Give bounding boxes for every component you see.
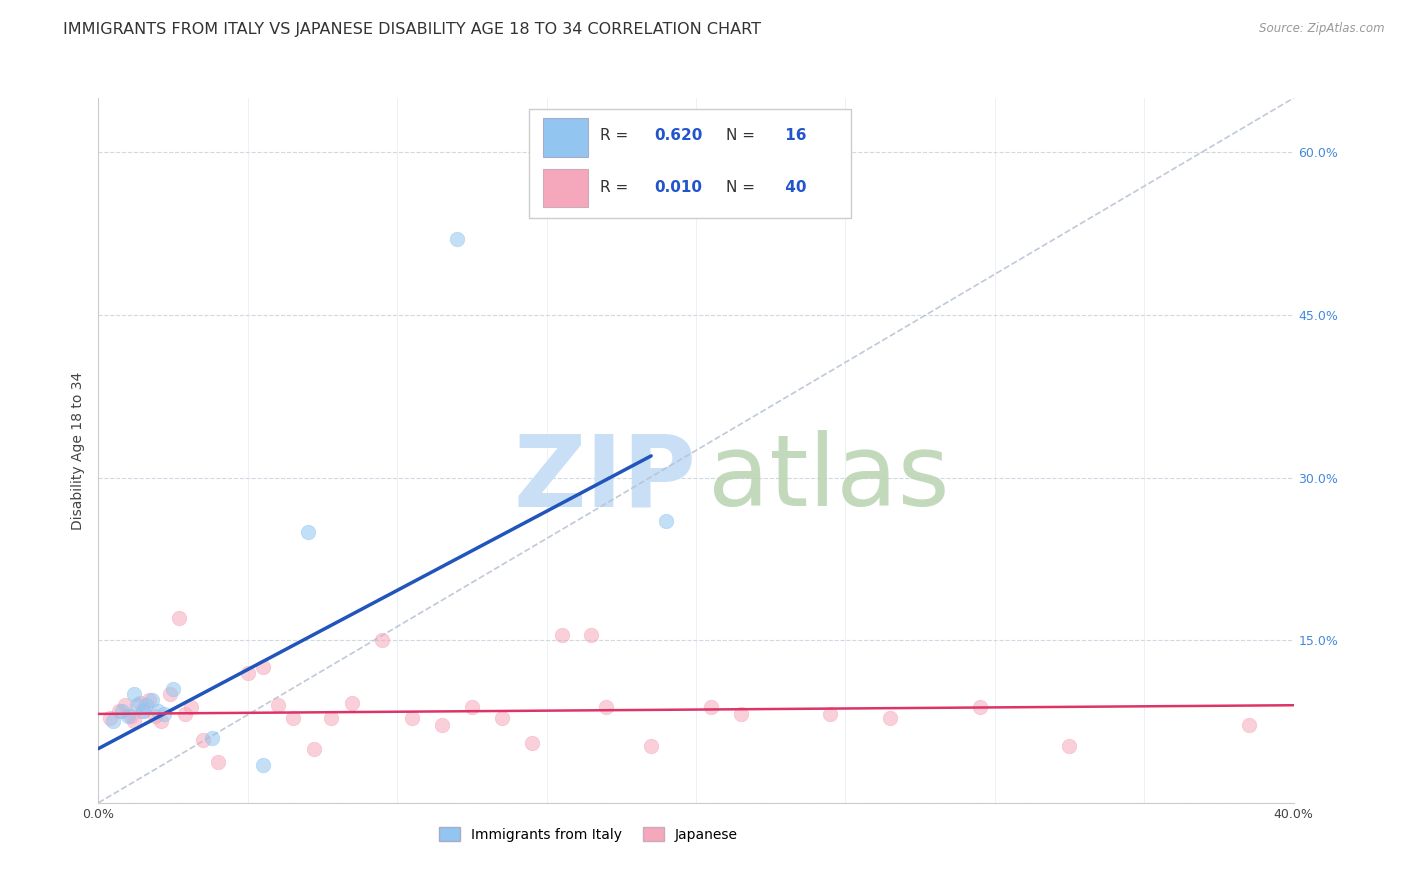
Text: 40: 40 <box>779 180 806 195</box>
Point <box>159 687 181 701</box>
Text: IMMIGRANTS FROM ITALY VS JAPANESE DISABILITY AGE 18 TO 34 CORRELATION CHART: IMMIGRANTS FROM ITALY VS JAPANESE DISABI… <box>63 22 761 37</box>
Point <box>127 698 149 713</box>
Point <box>120 709 142 723</box>
Text: R =: R = <box>600 128 634 143</box>
Point <box>267 698 290 713</box>
Point <box>581 628 603 642</box>
Point <box>446 232 468 246</box>
Text: ZIP: ZIP <box>513 430 696 527</box>
Point <box>162 681 184 696</box>
Point <box>207 755 229 769</box>
Point <box>124 687 146 701</box>
Point <box>124 714 146 729</box>
Point <box>103 714 125 729</box>
Point <box>302 741 325 756</box>
Point <box>129 696 152 710</box>
Point <box>141 693 163 707</box>
Point <box>820 706 842 721</box>
Point <box>640 739 662 754</box>
Text: Source: ZipAtlas.com: Source: ZipAtlas.com <box>1260 22 1385 36</box>
Point <box>342 696 364 710</box>
Point <box>111 704 134 718</box>
Point <box>655 514 678 528</box>
Point <box>730 706 752 721</box>
Point <box>1059 739 1081 754</box>
Text: atlas: atlas <box>709 430 949 527</box>
Point <box>117 709 139 723</box>
FancyBboxPatch shape <box>543 118 589 157</box>
Text: 0.010: 0.010 <box>654 180 702 195</box>
Point <box>550 628 572 642</box>
Point <box>595 700 617 714</box>
Point <box>143 709 166 723</box>
Point <box>879 711 901 725</box>
Point <box>138 693 160 707</box>
Point <box>321 711 343 725</box>
Point <box>180 700 202 714</box>
Point <box>461 700 484 714</box>
Point <box>520 736 543 750</box>
FancyBboxPatch shape <box>529 109 852 218</box>
Point <box>252 757 274 772</box>
Point <box>371 633 394 648</box>
Point <box>150 714 173 729</box>
Text: 16: 16 <box>779 128 806 143</box>
Text: 0.620: 0.620 <box>654 128 703 143</box>
Point <box>401 711 423 725</box>
Legend: Immigrants from Italy, Japanese: Immigrants from Italy, Japanese <box>432 820 745 848</box>
FancyBboxPatch shape <box>543 169 589 207</box>
Point <box>108 704 131 718</box>
Point <box>297 524 319 539</box>
Point <box>132 704 155 718</box>
Point <box>252 660 274 674</box>
Point <box>969 700 991 714</box>
Text: N =: N = <box>725 128 759 143</box>
Point <box>174 706 197 721</box>
Point <box>98 711 122 725</box>
Point <box>132 704 155 718</box>
Point <box>491 711 513 725</box>
Point <box>281 711 304 725</box>
Point <box>148 704 170 718</box>
Text: R =: R = <box>600 180 634 195</box>
Point <box>236 665 259 680</box>
Point <box>191 733 214 747</box>
Point <box>430 717 453 731</box>
Text: N =: N = <box>725 180 759 195</box>
Point <box>153 706 176 721</box>
Y-axis label: Disability Age 18 to 34: Disability Age 18 to 34 <box>72 371 86 530</box>
Point <box>700 700 723 714</box>
Point <box>135 698 157 713</box>
Point <box>1237 717 1260 731</box>
Point <box>114 698 136 713</box>
Point <box>167 611 190 625</box>
Point <box>201 731 224 745</box>
